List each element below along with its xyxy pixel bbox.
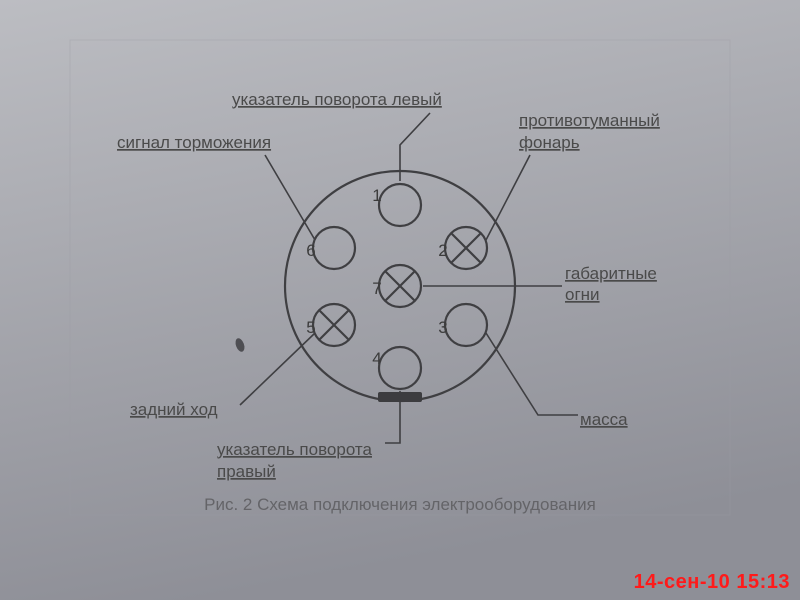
pin-number-2: 2 — [438, 241, 447, 260]
label-pin3: масса — [580, 410, 628, 429]
pin-number-4: 4 — [372, 349, 381, 368]
label-pin5: задний ход — [130, 400, 218, 419]
connector-diagram: 1 2 3 4 5 6 7 указатель поворота левый сигнал т… — [0, 0, 800, 600]
label-pin4-line2: правый — [217, 462, 276, 481]
pin-number-3: 3 — [438, 318, 447, 337]
page-root: 1 2 3 4 5 6 7 указатель поворота левый сигнал т… — [0, 0, 800, 600]
label-pin2: противотуманный — [519, 111, 660, 130]
label-pin2-line2: фонарь — [519, 133, 580, 152]
label-pin7: габаритные — [565, 264, 657, 283]
pin-number-6: 6 — [306, 241, 315, 260]
label-pin6: сигнал торможения — [117, 133, 271, 152]
label-pin4: указатель поворота — [217, 440, 373, 459]
figure-caption: Рис. 2 Схема подключения электрооборудов… — [204, 495, 596, 514]
pin-number-5: 5 — [306, 318, 315, 337]
label-pin1: указатель поворота левый — [232, 90, 442, 109]
pin-number-1: 1 — [372, 186, 381, 205]
pin-number-7: 7 — [372, 279, 381, 298]
connector-key-slot — [378, 392, 422, 402]
camera-timestamp: 14-сен-10 15:13 — [634, 571, 790, 594]
label-pin7-line2: огни — [565, 285, 600, 304]
